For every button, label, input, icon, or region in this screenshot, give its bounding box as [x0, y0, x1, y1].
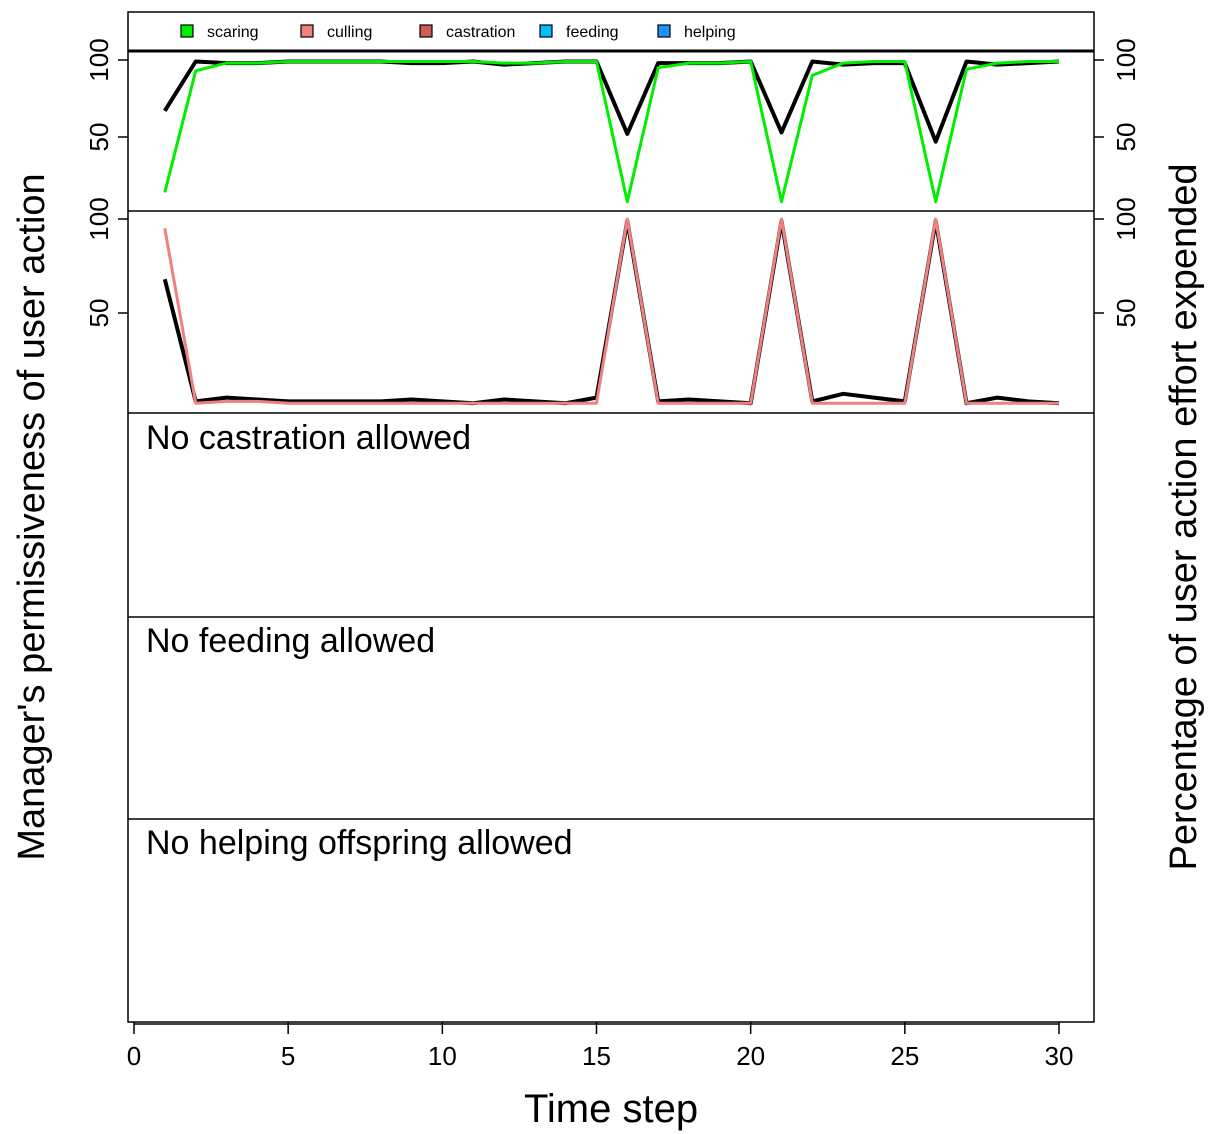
y-tick-label-right: 100 [1111, 197, 1141, 240]
y-tick-label-left: 50 [84, 123, 114, 152]
legend: scaring culling castration feeding helping [180, 24, 736, 41]
x-ticks: 0 5 10 15 20 25 30 [127, 1022, 1074, 1071]
x-tick-label: 30 [1045, 1041, 1074, 1071]
x-tick-label: 10 [428, 1041, 457, 1071]
y-tick-label-left: 100 [84, 38, 114, 81]
legend-swatch [300, 24, 314, 38]
y-tick-label-right: 50 [1111, 299, 1141, 328]
legend-label: feeding [566, 24, 619, 41]
plot-frame [127, 11, 1095, 1023]
y-tick-label-right: 100 [1111, 38, 1141, 81]
legend-swatch [657, 24, 671, 38]
y-ticks: 50 50 100 100 50 50 100 100 [84, 38, 1141, 327]
note-castration: No castration allowed [146, 419, 471, 457]
y-axis-title-left: Manager's permissiveness of user action [11, 173, 53, 860]
legend-item-scaring: scaring [180, 24, 259, 41]
legend-label: culling [327, 24, 372, 41]
x-tick-label: 25 [890, 1041, 919, 1071]
legend-swatch [419, 24, 433, 38]
note-helping: No helping offspring allowed [146, 824, 573, 862]
legend-swatch [180, 24, 194, 38]
legend-label: helping [684, 24, 736, 41]
legend-item-castration: castration [419, 24, 515, 41]
series-culling-effort [163, 217, 1059, 405]
series-layer [162, 59, 1060, 406]
x-tick-label: 5 [281, 1041, 295, 1071]
legend-item-helping: helping [657, 24, 736, 41]
note-feeding: No feeding allowed [146, 622, 435, 660]
y-axis-title-right: Percentage of user action effort expende… [1163, 163, 1205, 870]
y-tick-label-right: 50 [1111, 123, 1141, 152]
legend-label: castration [446, 24, 515, 41]
x-tick-label: 0 [127, 1041, 141, 1071]
legend-item-culling: culling [300, 24, 372, 41]
y-tick-label-left: 50 [84, 299, 114, 328]
series-scaring-effort [163, 60, 1059, 204]
x-tick-label: 20 [736, 1041, 765, 1071]
y-tick-label-left: 100 [84, 197, 114, 240]
legend-label: scaring [207, 24, 259, 41]
x-axis-title: Time step [524, 1087, 698, 1131]
legend-item-feeding: feeding [539, 24, 619, 41]
legend-swatch [539, 24, 553, 38]
x-tick-label: 15 [582, 1041, 611, 1071]
